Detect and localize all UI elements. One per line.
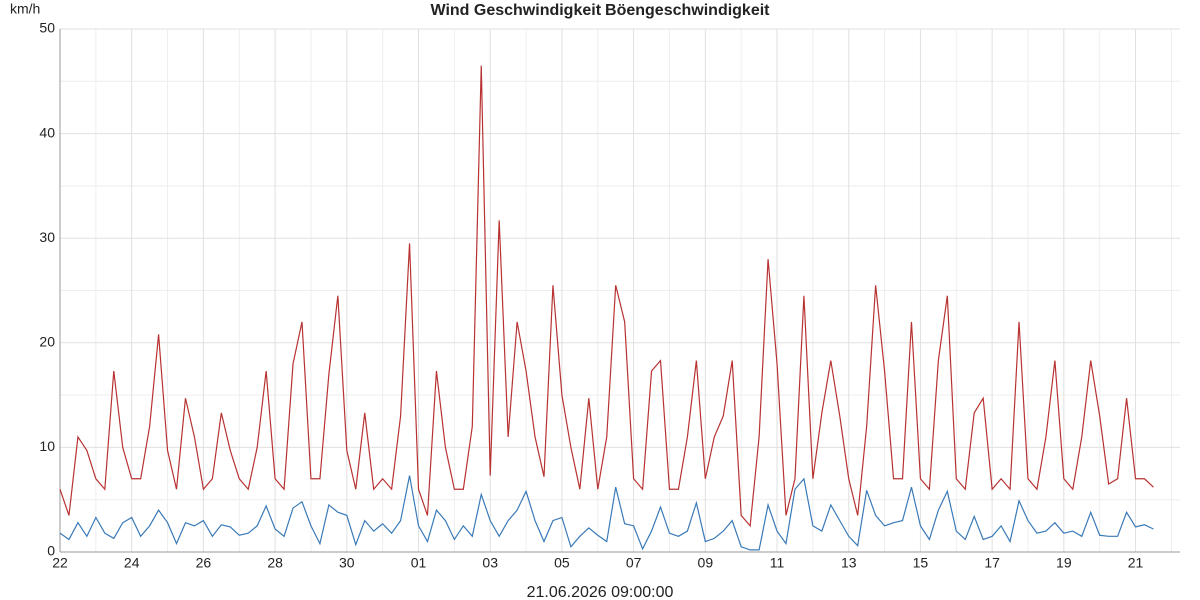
y-tick-label: 40 xyxy=(39,124,55,140)
x-tick-label: 03 xyxy=(482,555,498,571)
x-tick-label: 22 xyxy=(52,555,68,571)
x-tick-label: 01 xyxy=(411,555,427,571)
line-series xyxy=(59,65,1154,528)
y-tick-label: 50 xyxy=(39,20,55,36)
y-tick-label: 10 xyxy=(39,438,55,454)
legend-entry: Wind Geschwindigkeit xyxy=(430,2,601,19)
x-tick-label: 17 xyxy=(984,555,1000,571)
x-tick-label: 09 xyxy=(698,555,714,571)
x-tick-label: 21 xyxy=(1128,555,1144,571)
y-tick-label: 30 xyxy=(39,229,55,245)
x-tick-label: 05 xyxy=(554,555,570,571)
legend-entry: Böengeschwindigkeit xyxy=(605,2,770,19)
x-tick-label: 26 xyxy=(196,555,212,571)
x-tick-label: 19 xyxy=(1056,555,1072,571)
y-axis-label: km/h xyxy=(10,1,40,17)
x-tick-label: 13 xyxy=(841,555,857,571)
chart-subtitle: 21.06.2026 09:00:00 xyxy=(527,584,674,600)
x-tick-label: 11 xyxy=(770,555,785,571)
y-tick-label: 20 xyxy=(39,334,55,350)
line-series xyxy=(59,475,1154,551)
x-tick-label: 07 xyxy=(626,555,642,571)
x-tick-label: 15 xyxy=(913,555,929,571)
x-tick-label: 30 xyxy=(339,555,355,571)
x-tick-label: 28 xyxy=(267,555,283,571)
x-tick-label: 24 xyxy=(124,555,140,571)
y-tick-label: 0 xyxy=(47,543,55,559)
